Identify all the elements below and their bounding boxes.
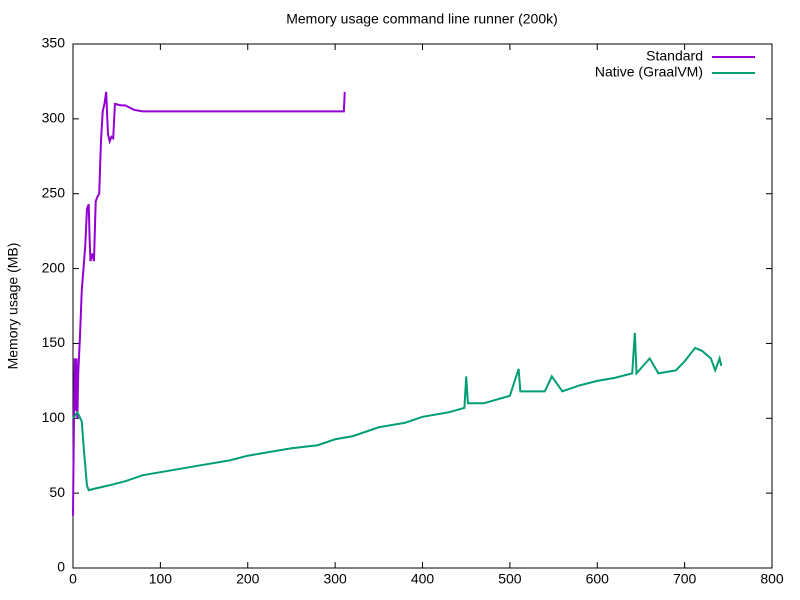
y-tick-label: 300 <box>42 110 66 126</box>
legend-label: Native (GraalVM) <box>595 64 703 80</box>
y-tick-label: 350 <box>42 35 66 51</box>
y-tick-label: 200 <box>42 259 66 275</box>
series-line <box>72 91 346 516</box>
x-tick-label: 100 <box>149 571 173 587</box>
x-tick-label: 200 <box>236 571 260 587</box>
chart-title: Memory usage command line runner (200k) <box>286 11 558 27</box>
x-tick-label: 700 <box>673 571 697 587</box>
y-tick-label: 150 <box>42 334 66 350</box>
plot-border <box>72 43 773 569</box>
legend-label: Standard <box>646 48 703 64</box>
y-tick-label: 100 <box>42 409 66 425</box>
series-line <box>72 332 723 492</box>
x-tick-label: 300 <box>323 571 347 587</box>
x-tick-label: 800 <box>760 571 784 587</box>
y-tick-label: 50 <box>49 484 65 500</box>
x-tick-label: 400 <box>411 571 435 587</box>
y-tick-label: 250 <box>42 184 66 200</box>
x-tick-label: 500 <box>498 571 522 587</box>
x-tick-label: 600 <box>586 571 610 587</box>
x-tick-label: 0 <box>69 571 77 587</box>
y-axis-label: Memory usage (MB) <box>5 243 21 370</box>
y-tick-label: 0 <box>57 559 65 575</box>
